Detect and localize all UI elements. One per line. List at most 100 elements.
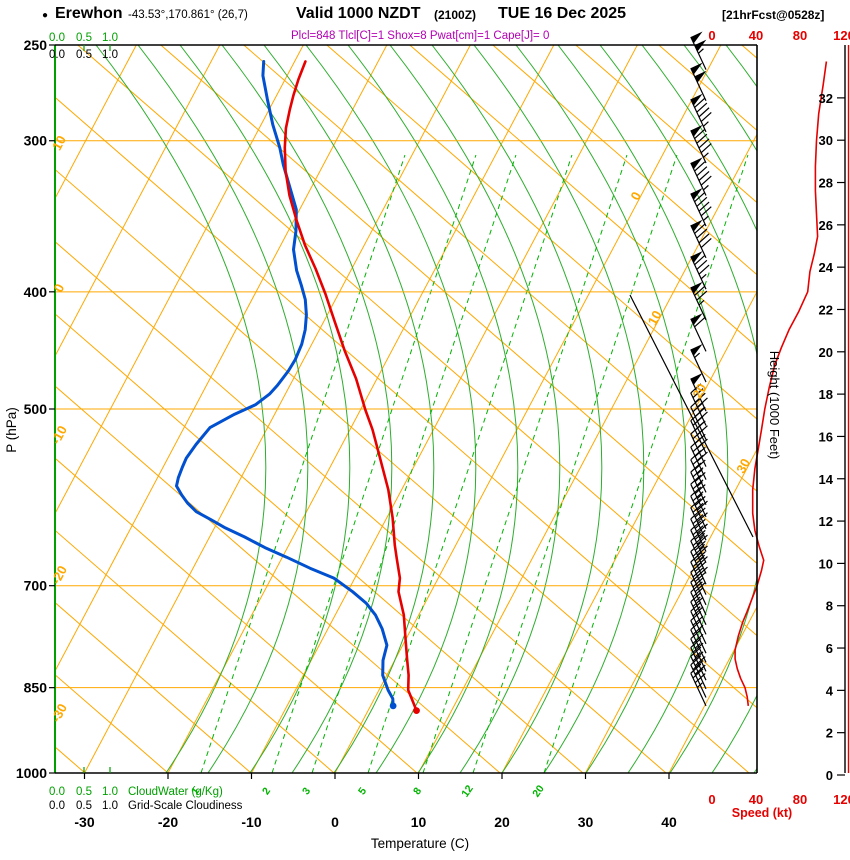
barb-feather bbox=[696, 438, 708, 449]
barb-half-feather bbox=[698, 299, 705, 306]
barb-feather bbox=[694, 529, 706, 540]
temperature-axis-label: 40 bbox=[661, 814, 677, 830]
barb-feather bbox=[692, 502, 704, 513]
barb-pennant bbox=[690, 281, 703, 294]
height-axis-label: 14 bbox=[819, 472, 834, 487]
speed-axis-label: 120 bbox=[833, 792, 850, 807]
mixing-ratio-line bbox=[200, 154, 406, 773]
wind-barb bbox=[690, 552, 708, 595]
height-axis-title: Height (1000 Feet) bbox=[767, 351, 782, 459]
barb-feather bbox=[690, 486, 702, 497]
forecast-info: [21hrFcst@0528z] bbox=[722, 8, 825, 22]
pressure-axis-title: P (hPa) bbox=[4, 407, 19, 453]
cloudwater-scale-label: 0.0 bbox=[49, 786, 65, 798]
barb-feather bbox=[696, 259, 708, 270]
height-axis-label: 16 bbox=[819, 429, 833, 444]
speed-axis-label: 80 bbox=[793, 28, 807, 43]
height-axis-label: 18 bbox=[819, 387, 833, 402]
temperature-surface-dot bbox=[413, 707, 420, 715]
wind-barb bbox=[690, 620, 707, 663]
cloudwater-scale-label: 0.5 bbox=[76, 32, 92, 44]
wind-barb bbox=[690, 372, 707, 412]
barb-pennant bbox=[690, 372, 703, 385]
cloudiness-scale-label: 0.0 bbox=[49, 800, 65, 812]
valid-date: TUE 16 Dec 2025 bbox=[498, 5, 627, 22]
barb-feather bbox=[694, 572, 706, 583]
speed-axis-label: 40 bbox=[749, 792, 763, 807]
barb-feather bbox=[692, 536, 704, 547]
barb-feather bbox=[690, 552, 702, 563]
wind-barb bbox=[690, 313, 707, 352]
barb-feather bbox=[690, 509, 702, 520]
wind-barb bbox=[690, 281, 708, 321]
dewpoint-curve bbox=[175, 60, 395, 708]
dewpoint-surface-dot bbox=[389, 702, 397, 710]
mixing-ratio-value-label: 2 bbox=[260, 785, 273, 797]
barb-pennant bbox=[690, 219, 703, 232]
moist-adiabat-line bbox=[389, 45, 561, 773]
dry-adiabat-line bbox=[55, 529, 335, 773]
barb-pennant bbox=[690, 343, 703, 356]
bullet-icon: ● bbox=[42, 10, 49, 21]
height-axis-label: 0 bbox=[826, 768, 833, 783]
height-axis-label: 6 bbox=[826, 641, 833, 656]
barb-feather bbox=[700, 175, 712, 186]
cloudwater-scale-label: 1.0 bbox=[102, 786, 118, 798]
mixing-ratio-line bbox=[543, 154, 749, 773]
barb-pennant bbox=[690, 188, 703, 200]
moist-adiabat-line bbox=[473, 45, 645, 773]
dry-adiabat-line bbox=[409, 45, 757, 348]
barb-half-feather bbox=[702, 121, 709, 127]
barb-feather bbox=[696, 133, 708, 144]
barb-feather bbox=[694, 285, 706, 296]
height-axis-label: 10 bbox=[819, 556, 833, 571]
mixing-ratio-value-label: 12 bbox=[459, 783, 476, 800]
temperature-axis-title: Temperature (C) bbox=[371, 836, 469, 851]
barb-half-feather bbox=[702, 215, 709, 222]
barb-feather bbox=[694, 551, 706, 562]
height-axis-label: 26 bbox=[819, 218, 833, 233]
isotherm-left-edge-label: -30 bbox=[48, 701, 70, 725]
barb-feather bbox=[700, 238, 712, 249]
barb-feather bbox=[694, 128, 706, 139]
moist-adiabat-line bbox=[431, 45, 603, 773]
station-coordinates: -43.53°,170.861° (26,7) bbox=[128, 9, 248, 21]
cloudwater-scale-label: 0.0 bbox=[49, 32, 65, 44]
moist-adiabat-line bbox=[515, 45, 687, 773]
isotherm-left-edge-label: -10 bbox=[48, 423, 70, 447]
wind-barb bbox=[690, 157, 712, 196]
height-axis-label: 32 bbox=[819, 91, 833, 106]
temperature-axis-label: 30 bbox=[578, 814, 594, 830]
barb-feather bbox=[696, 500, 708, 511]
barb-pennant bbox=[690, 251, 703, 263]
isotherm-left-edge-label: -20 bbox=[48, 563, 70, 587]
isotherm-value-label: 0 bbox=[627, 189, 644, 202]
wind-barb bbox=[690, 124, 712, 164]
barb-feather bbox=[690, 498, 702, 509]
speed-axis-label: 0 bbox=[708, 792, 715, 807]
barb-feather bbox=[698, 170, 710, 181]
mixing-ratio-line bbox=[367, 154, 573, 773]
height-axis-label: 4 bbox=[826, 683, 834, 698]
wind-barb bbox=[690, 592, 707, 635]
moist-adiabat-line bbox=[347, 45, 519, 773]
barb-half-feather bbox=[699, 406, 706, 413]
moist-adiabat-line bbox=[305, 45, 477, 773]
wind-barb bbox=[690, 486, 708, 529]
barb-feather bbox=[692, 577, 704, 588]
isotherm-value-label: 30 bbox=[733, 456, 753, 476]
barb-feather bbox=[690, 620, 702, 631]
moist-adiabat-line bbox=[641, 45, 757, 773]
isotherm-line bbox=[55, 45, 221, 358]
barb-feather bbox=[698, 233, 710, 244]
temperature-axis-label: 20 bbox=[494, 814, 510, 830]
barb-feather bbox=[696, 290, 708, 301]
barb-half-feather bbox=[697, 48, 704, 54]
barb-half-feather bbox=[699, 543, 706, 550]
barb-half-feather bbox=[699, 532, 706, 539]
wind-barb bbox=[690, 531, 708, 574]
barb-feather bbox=[692, 514, 704, 525]
speed-axis-label: 120 bbox=[833, 28, 850, 43]
barb-feather bbox=[700, 143, 712, 154]
